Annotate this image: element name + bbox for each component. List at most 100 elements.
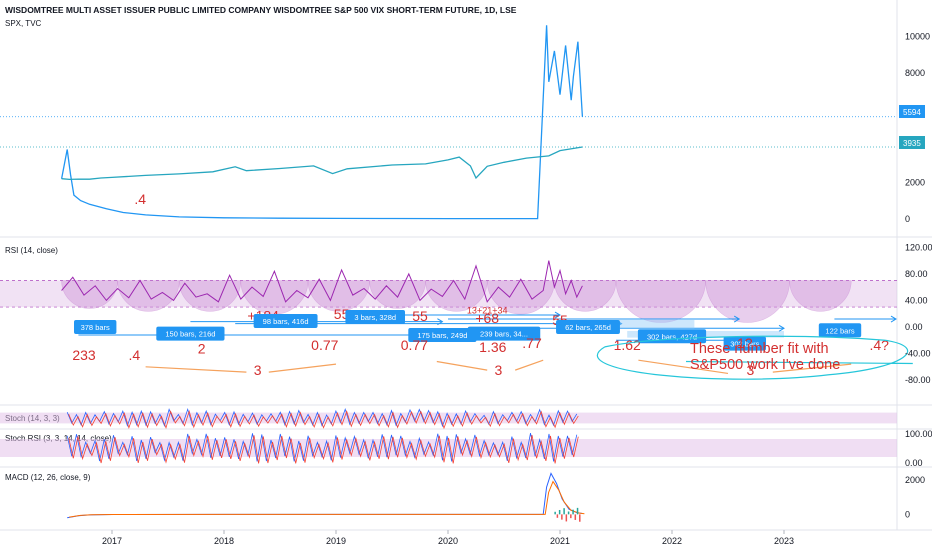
stoch-rsi-pane-label: Stoch RSI (3, 3, 14, 14, close)	[5, 434, 112, 443]
bar-range-arrowhead	[890, 315, 897, 323]
rsi-y-tick-label: 0.00	[905, 322, 923, 332]
macd-histogram-bar	[567, 511, 570, 515]
stoch-rsi-y-tick-label: 0.00	[905, 458, 923, 468]
bar-count-label: 378 bars	[81, 323, 110, 332]
price-note: .4	[134, 191, 146, 207]
stoch-rsi-d-line	[68, 435, 579, 464]
fib-note: 1.36	[479, 339, 506, 355]
price-y-tick-label: 10000	[905, 31, 930, 41]
chart-title: WISDOMTREE MULTI ASSET ISSUER PUBLIC LIM…	[5, 5, 517, 15]
bar-range-arrowhead	[733, 315, 741, 323]
macd-signal-line	[69, 480, 585, 518]
bar-count-label: 302 bars	[730, 340, 759, 349]
fib-note: 2	[198, 341, 206, 357]
stoch-pane	[0, 407, 897, 430]
annotation-line-1: These number fit with	[690, 341, 829, 357]
stoch-rsi-k-line	[66, 433, 578, 462]
rsi-y-tick-label: 120.00	[905, 242, 932, 252]
connector-stroke	[772, 363, 852, 373]
macd-histogram-bar	[558, 509, 561, 515]
connector-stroke	[514, 359, 544, 371]
bar-count-label: 150 bars, 216d	[165, 330, 215, 339]
rsi-cycle-arc	[486, 280, 555, 315]
stoch-rsi-y-tick-label: 100.00	[905, 429, 932, 439]
spx-price-tag	[899, 136, 925, 149]
rsi-y-tick-label: 40.00	[905, 295, 928, 305]
macd-histogram-bar	[565, 514, 568, 522]
rsi-cycle-arc	[554, 280, 617, 312]
macd-y-tick-label: 2000	[905, 475, 925, 485]
axes: 2017201820192020202120222023100008000600…	[102, 31, 932, 546]
fib-note: 233	[72, 347, 96, 363]
x-tick-label: 2020	[438, 536, 458, 546]
connector-stroke	[268, 363, 337, 373]
fib-note: .4	[129, 347, 141, 363]
bar-count-badge	[556, 319, 620, 334]
x-tick-label: 2018	[214, 536, 234, 546]
macd-histogram-bar	[563, 508, 565, 515]
fib-note: .77	[522, 335, 542, 351]
bar-range-arrowhead	[778, 324, 785, 332]
spx-series-line	[61, 146, 583, 181]
highlight-ellipse	[596, 335, 913, 380]
bar-range-arrowhead	[554, 311, 561, 319]
fib-note: 0.77	[401, 337, 428, 353]
last-price-value: 5594	[903, 108, 921, 117]
rsi-y-tick-label: -80.00	[905, 375, 931, 385]
x-tick-label: 2023	[774, 536, 794, 546]
fib-overlay-note: 13+21+34	[467, 306, 508, 316]
bar-count-badge	[345, 310, 405, 325]
macd-pane	[67, 472, 585, 522]
rsi-y-tick-label: -40.00	[905, 349, 931, 359]
macd-histogram-bar	[570, 514, 572, 519]
stoch-k-line	[66, 407, 578, 428]
fib-note: 1?	[737, 335, 753, 351]
annotation-line-2: S&P500 work I've done	[690, 357, 840, 373]
rsi-cycle-arc	[117, 280, 180, 312]
bar-count-badge	[408, 327, 477, 342]
bar-count-badge	[467, 326, 541, 341]
bar-count-badge	[156, 326, 225, 341]
rsi-pane-label: RSI (14, close)	[5, 246, 58, 255]
bar-count-label: 3 bars, 328d	[354, 313, 396, 322]
x-tick-label: 2019	[326, 536, 346, 546]
rsi-cycle-arc	[425, 280, 488, 312]
macd-histogram-bar	[574, 514, 577, 520]
fib-note: 0.77	[311, 337, 338, 353]
bar-count-label: 62 bars, 265d	[565, 323, 611, 332]
connector-stroke	[145, 366, 247, 373]
stoch-d-line	[68, 409, 579, 430]
bar-count-label: 175 bars, 249d	[417, 331, 467, 340]
fib-overlay-note: 55	[412, 308, 428, 324]
fib-note: 3	[495, 362, 503, 378]
x-tick-label: 2022	[662, 536, 682, 546]
x-tick-label: 2017	[102, 536, 122, 546]
rsi-cycle-arc	[61, 280, 118, 309]
price-y-tick-label: 8000	[905, 68, 925, 78]
bar-count-badge	[74, 319, 117, 334]
bar-count-badge	[723, 336, 766, 351]
bar-count-label: 302 bars, 427d	[647, 332, 697, 341]
rsi-cycle-arc	[705, 280, 790, 323]
connector-stroke	[436, 360, 488, 371]
fib-overlay-note: +68	[475, 310, 499, 326]
last-price-tag	[899, 105, 925, 118]
overlay-label: SPX, TVC	[5, 19, 42, 28]
bar-count-label: 122 bars	[825, 326, 854, 335]
stoch-rsi-pane	[0, 433, 897, 464]
macd-y-tick-label: 0	[905, 509, 910, 519]
rsi-band	[0, 280, 897, 308]
macd-histogram-bar	[556, 514, 559, 518]
fib-note: 1.62	[614, 337, 641, 353]
fib-note: 3	[254, 362, 262, 378]
rsi-series-line	[61, 260, 583, 303]
macd-histogram-bar	[554, 511, 556, 515]
bar-count-badge	[253, 314, 318, 329]
macd-pane-label: MACD (12, 26, close, 9)	[5, 473, 91, 482]
x-tick-label: 2021	[550, 536, 570, 546]
price-y-tick-label: 0	[905, 214, 910, 224]
macd-histogram-bar	[572, 509, 574, 515]
bar-count-badge	[818, 323, 862, 338]
